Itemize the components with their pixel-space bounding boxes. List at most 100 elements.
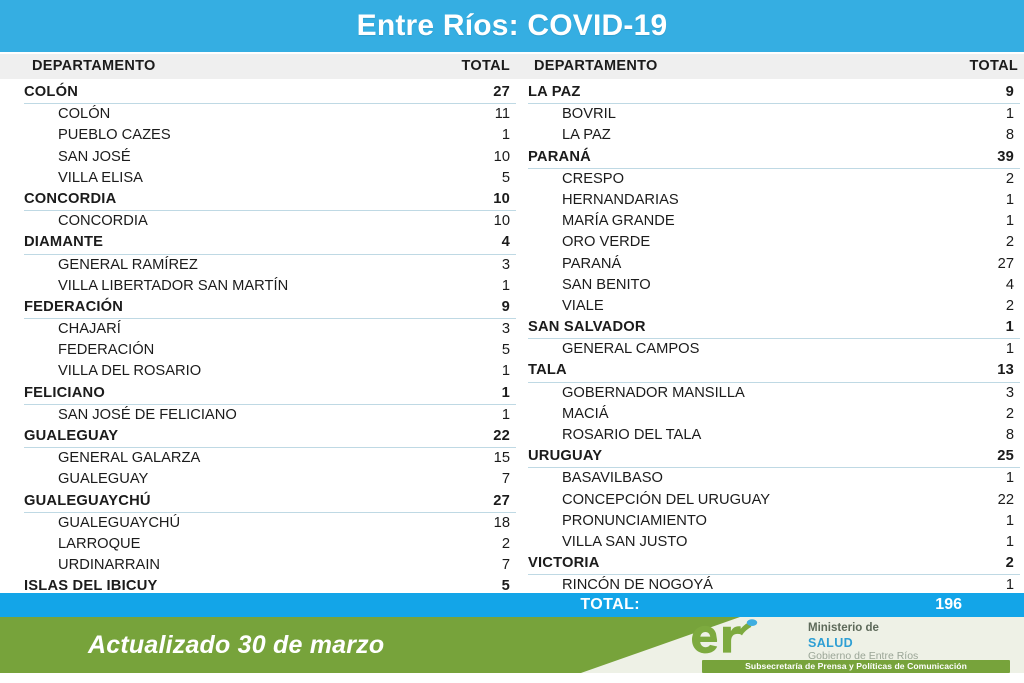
locality-name: BOVRIL	[562, 106, 616, 123]
locality-name: MARÍA GRANDE	[562, 213, 675, 230]
locality-total: 2	[1005, 297, 1014, 314]
department-name: GUALEGUAY	[24, 428, 119, 444]
locality-name: GUALEGUAYCHÚ	[58, 514, 181, 531]
locality-total: 1	[1005, 577, 1014, 594]
locality-name: GENERAL CAMPOS	[562, 341, 700, 358]
department-total: 27	[493, 492, 510, 509]
locality-name: SAN JOSÉ	[58, 148, 131, 165]
locality-total: 2	[1005, 405, 1014, 422]
department-total: 2	[1005, 555, 1014, 572]
locality-name: PARANÁ	[562, 255, 622, 272]
locality-name: VIALE	[562, 297, 604, 314]
department-total: 13	[997, 362, 1014, 379]
department-row: LA PAZ 9	[528, 82, 1020, 105]
department-total: 9	[1005, 84, 1014, 100]
locality-row: GENERAL CAMPOS 1	[528, 339, 1020, 360]
locality-row: GOBERNADOR MANSILLA 3	[528, 383, 1020, 404]
ministry-text-block: Ministerio de SALUD Gobierno de Entre Rí…	[808, 622, 918, 663]
department-total: 9	[501, 298, 510, 315]
department-row: CONCORDIA 10	[24, 189, 516, 212]
department-name: FEDERACIÓN	[24, 298, 124, 315]
locality-name: ORO VERDE	[562, 234, 651, 251]
locality-row: CHAJARÍ 3	[24, 319, 516, 340]
department-total: 27	[493, 84, 510, 100]
locality-row: URDINARRAIN 7	[24, 555, 516, 576]
locality-total: 3	[1005, 384, 1014, 401]
locality-name: PRONUNCIAMIENTO	[562, 512, 707, 529]
department-total: 25	[997, 448, 1014, 465]
locality-total: 8	[1005, 127, 1014, 144]
locality-row: VILLA ELISA 5	[24, 168, 516, 189]
column-header-total-left: TOTAL	[461, 58, 510, 74]
ministry-line-1: Ministerio de	[808, 622, 879, 634]
grand-total-bar: TOTAL: 196	[0, 593, 1024, 617]
locality-total: 3	[501, 256, 510, 273]
department-name: CONCORDIA	[24, 190, 117, 207]
locality-row: ORO VERDE 2	[528, 232, 1020, 253]
locality-row: LARROQUE 2	[24, 534, 516, 555]
department-row: VICTORIA 2	[528, 553, 1020, 576]
locality-total: 10	[493, 213, 510, 230]
department-name: ISLAS DEL IBICUY	[24, 578, 158, 595]
locality-row: BOVRIL 1	[528, 104, 1020, 125]
title-bar: Entre Ríos: COVID-19	[0, 0, 1024, 52]
department-total: 1	[1005, 319, 1014, 336]
locality-total: 3	[501, 321, 510, 338]
locality-name: LA PAZ	[562, 127, 611, 144]
subsecretaria-banner: Subsecretaría de Prensa y Políticas de C…	[702, 660, 1010, 673]
department-row: FEDERACIÓN 9	[24, 297, 516, 320]
department-row: PARANÁ 39	[528, 147, 1020, 169]
locality-total: 8	[1005, 427, 1014, 443]
locality-total: 2	[1005, 170, 1014, 187]
locality-total: 4	[1005, 276, 1014, 293]
locality-name: GOBERNADOR MANSILLA	[562, 384, 745, 401]
table-column-right: LA PAZ 9 BOVRIL 1 LA PAZ 8 PARANÁ 39 CRESPO 2 HERN…	[528, 82, 1020, 661]
locality-row: GENERAL RAMÍREZ 3	[24, 255, 516, 276]
locality-row: SAN JOSÉ DE FELICIANO 1	[24, 405, 516, 426]
department-name: DIAMANTE	[24, 234, 104, 251]
department-name: URUGUAY	[528, 448, 603, 465]
locality-name: CONCEPCIÓN DEL URUGUAY	[562, 491, 771, 508]
department-name: SAN SALVADOR	[528, 319, 646, 336]
column-header-total-right: TOTAL	[969, 58, 1018, 74]
locality-name: RINCÓN DE NOGOYÁ	[562, 577, 713, 594]
locality-total: 10	[493, 148, 510, 165]
locality-name: VILLA SAN JUSTO	[562, 533, 688, 550]
locality-name: URDINARRAIN	[58, 557, 161, 574]
locality-row: PUEBLO CAZES 1	[24, 125, 516, 146]
locality-name: GENERAL GALARZA	[58, 450, 201, 467]
locality-name: CONCORDIA	[58, 213, 148, 230]
page-title: Entre Ríos: COVID-19	[356, 9, 668, 42]
locality-total: 2	[501, 535, 510, 552]
ministry-line-2: SALUD	[808, 635, 854, 650]
department-total: 1	[501, 384, 510, 401]
department-name: VICTORIA	[528, 555, 600, 572]
department-name: TALA	[528, 362, 567, 379]
department-total: 10	[493, 190, 510, 207]
locality-total: 1	[1005, 470, 1014, 487]
locality-name: CRESPO	[562, 170, 625, 187]
locality-name: SAN BENITO	[562, 276, 651, 293]
locality-name: GUALEGUAY	[58, 471, 149, 488]
locality-total: 27	[997, 255, 1014, 272]
locality-total: 11	[494, 106, 510, 123]
locality-total: 1	[1005, 341, 1014, 358]
locality-row: COLÓN 11	[24, 104, 516, 125]
locality-row: VILLA DEL ROSARIO 1	[24, 361, 516, 382]
locality-total: 1	[501, 363, 510, 380]
locality-total: 5	[501, 342, 510, 359]
department-row: DIAMANTE 4	[24, 232, 516, 255]
locality-row: SAN JOSÉ 10	[24, 147, 516, 168]
locality-name: MACIÁ	[562, 405, 609, 422]
column-header-department-left: DEPARTAMENTO	[32, 58, 156, 74]
column-header-department-right: DEPARTAMENTO	[534, 58, 658, 74]
locality-row: VILLA LIBERTADOR SAN MARTÍN 1	[24, 276, 516, 297]
grand-total-value: 196	[935, 596, 962, 613]
locality-name: HERNANDARIAS	[562, 191, 679, 208]
ministry-logo: Ministerio de SALUD Gobierno de Entre Rí…	[690, 619, 1020, 673]
department-row: FELICIANO 1	[24, 383, 516, 405]
locality-row: PRONUNCIAMIENTO 1	[528, 511, 1020, 532]
department-row: TALA 13	[528, 360, 1020, 383]
department-total: 22	[493, 428, 510, 444]
